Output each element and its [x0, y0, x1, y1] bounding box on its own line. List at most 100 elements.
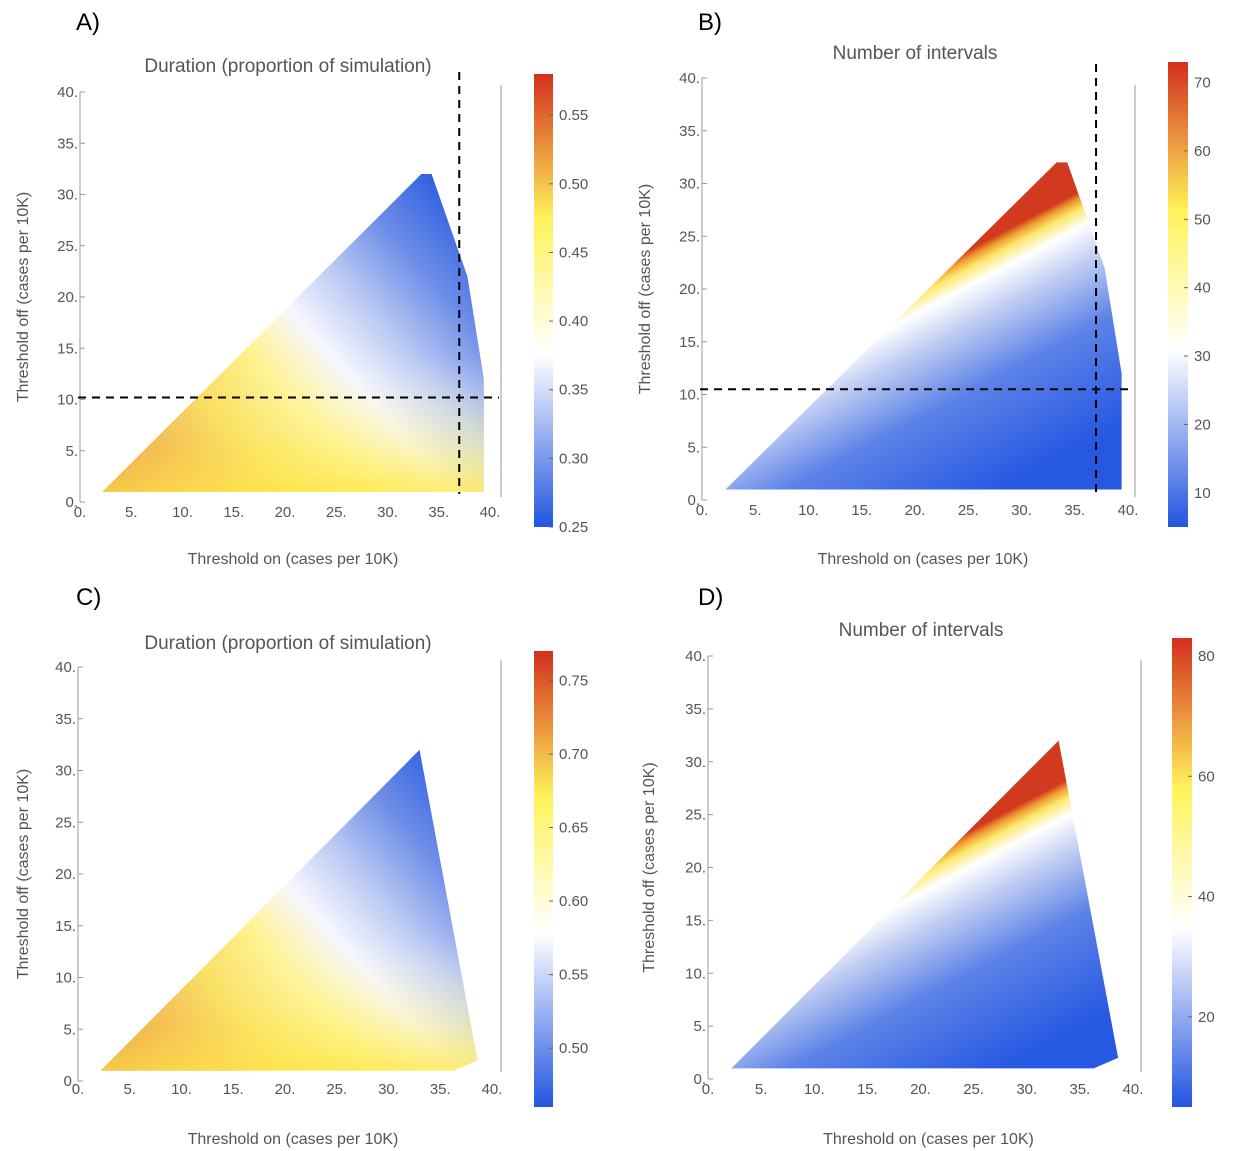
x-tick-label: 40. [1118, 502, 1139, 519]
x-tick-label: 15. [851, 502, 872, 519]
x-axis-label: Threshold on (cases per 10K) [823, 1131, 1034, 1148]
colorbar-tick-label: 10 [1194, 485, 1211, 502]
x-tick-label: 10. [798, 502, 819, 519]
chart-panel-a: A)Duration (proportion of simulation)0.5… [15, 9, 588, 568]
y-tick-label: 20. [55, 866, 76, 883]
x-axis-label: Threshold on (cases per 10K) [818, 551, 1029, 568]
y-tick-label: 0. [687, 492, 700, 509]
colorbar-tick-label: 0.50 [559, 1040, 588, 1057]
colorbar-tick-label: 20 [1198, 1009, 1215, 1026]
x-tick-label: 0. [72, 1081, 85, 1098]
heatmap-region [725, 162, 1122, 490]
colorbar-tick-label: 0.55 [559, 107, 588, 124]
y-tick-label: 20. [679, 281, 700, 298]
x-tick-label: 15. [223, 1081, 244, 1098]
colorbar-tick-label: 0.50 [559, 176, 588, 193]
x-tick-label: 15. [223, 504, 244, 521]
colorbar-tick-label: 20 [1194, 416, 1211, 433]
colorbar-tick-label: 80 [1198, 648, 1215, 665]
y-tick-label: 20. [685, 860, 706, 877]
heatmap-region [731, 740, 1119, 1069]
chart-title: Number of intervals [833, 43, 998, 64]
x-tick-label: 15. [857, 1081, 878, 1098]
colorbar-tick-label: 40 [1194, 280, 1211, 297]
x-tick-label: 30. [378, 1081, 399, 1098]
x-tick-label: 5. [749, 502, 762, 519]
chart-panel-c: C)Duration (proportion of simulation)0.5… [15, 584, 588, 1148]
y-axis-label: Threshold off (cases per 10K) [637, 184, 654, 394]
chart-panel-b: B) Number of intervals 0. 5. 10. 15. 20. 25. 30.… [637, 9, 1211, 568]
x-tick-label: 35. [1069, 1081, 1090, 1098]
x-tick-label: 5. [123, 1081, 136, 1098]
x-tick-label: 25. [326, 504, 347, 521]
y-tick-label: 5. [63, 1021, 76, 1038]
y-tick-label: 20. [57, 289, 78, 306]
colorbar-tick-label: 0.30 [559, 450, 588, 467]
x-tick-label: 0. [702, 1081, 715, 1098]
colorbar-tick-label: 30 [1194, 348, 1211, 365]
x-axis-label: Threshold on (cases per 10K) [188, 1131, 399, 1148]
x-tick-label: 10. [804, 1081, 825, 1098]
y-axis-label: Threshold off (cases per 10K) [641, 762, 658, 972]
colorbar-tick-label: 0.40 [559, 313, 588, 330]
x-tick-label: 30. [1016, 1081, 1037, 1098]
y-tick-label: 40. [679, 70, 700, 87]
colorbar-tick-label: 60 [1198, 768, 1215, 785]
colorbar-tick-label: 0.75 [559, 672, 588, 689]
x-tick-label: 35. [1064, 502, 1085, 519]
chart-title: Number of intervals [839, 620, 1004, 641]
y-tick-label: 10. [57, 392, 78, 409]
colorbar-tick-label: 50 [1194, 211, 1211, 228]
y-axis-label: Threshold off (cases per 10K) [15, 192, 32, 402]
y-tick-label: 25. [685, 807, 706, 824]
y-tick-label: 25. [55, 814, 76, 831]
x-tick-label: 20. [275, 504, 296, 521]
x-tick-label: 40. [480, 504, 501, 521]
chart-title: Duration (proportion of simulation) [144, 56, 431, 77]
y-tick-label: 40. [57, 84, 78, 101]
x-tick-label: 20. [905, 502, 926, 519]
y-tick-label: 30. [685, 754, 706, 771]
colorbar-tick-label: 70 [1194, 75, 1211, 92]
y-tick-label: 35. [685, 701, 706, 718]
x-tick-label: 10. [172, 504, 193, 521]
y-tick-label: 35. [55, 711, 76, 728]
y-tick-label: 15. [57, 340, 78, 357]
heatmap-overlay [100, 749, 478, 1071]
x-axis-label: Threshold on (cases per 10K) [188, 551, 399, 568]
colorbar-tick-label: 60 [1194, 143, 1211, 160]
x-tick-label: 20. [910, 1081, 931, 1098]
y-tick-label: 15. [55, 918, 76, 935]
x-tick-label: 25. [958, 502, 979, 519]
colorbar-tick-label: 0.45 [559, 244, 588, 261]
y-tick-label: 15. [679, 334, 700, 351]
colorbar [1168, 62, 1188, 527]
chart-title: Duration (proportion of simulation) [144, 633, 431, 654]
x-tick-label: 35. [430, 1081, 451, 1098]
panel-letter: C) [76, 584, 101, 611]
y-tick-label: 10. [679, 387, 700, 404]
y-tick-label: 0. [65, 494, 78, 511]
colorbar-tick-label: 0.25 [559, 519, 588, 536]
y-tick-label: 30. [679, 176, 700, 193]
colorbar [534, 651, 553, 1107]
y-tick-label: 25. [679, 228, 700, 245]
x-tick-label: 30. [1011, 502, 1032, 519]
x-tick-label: 0. [696, 502, 709, 519]
panel-letter: D) [698, 584, 723, 611]
panel-letter: A) [76, 9, 100, 36]
x-tick-label: 40. [1123, 1081, 1144, 1098]
colorbar-tick-label: 0.70 [559, 746, 588, 763]
chart-panel-d: D) Number of intervals 0. 5. 10. 15. 20. 25. 30.… [641, 584, 1215, 1148]
colorbar [1172, 638, 1192, 1107]
y-tick-label: 10. [685, 965, 706, 982]
y-tick-label: 40. [685, 648, 706, 665]
y-tick-label: 0. [63, 1073, 76, 1090]
x-tick-label: 40. [482, 1081, 503, 1098]
panel-letter: B) [698, 9, 722, 36]
x-tick-label: 5. [125, 504, 138, 521]
y-tick-label: 5. [65, 443, 78, 460]
x-tick-label: 20. [275, 1081, 296, 1098]
colorbar-tick-label: 0.55 [559, 967, 588, 984]
